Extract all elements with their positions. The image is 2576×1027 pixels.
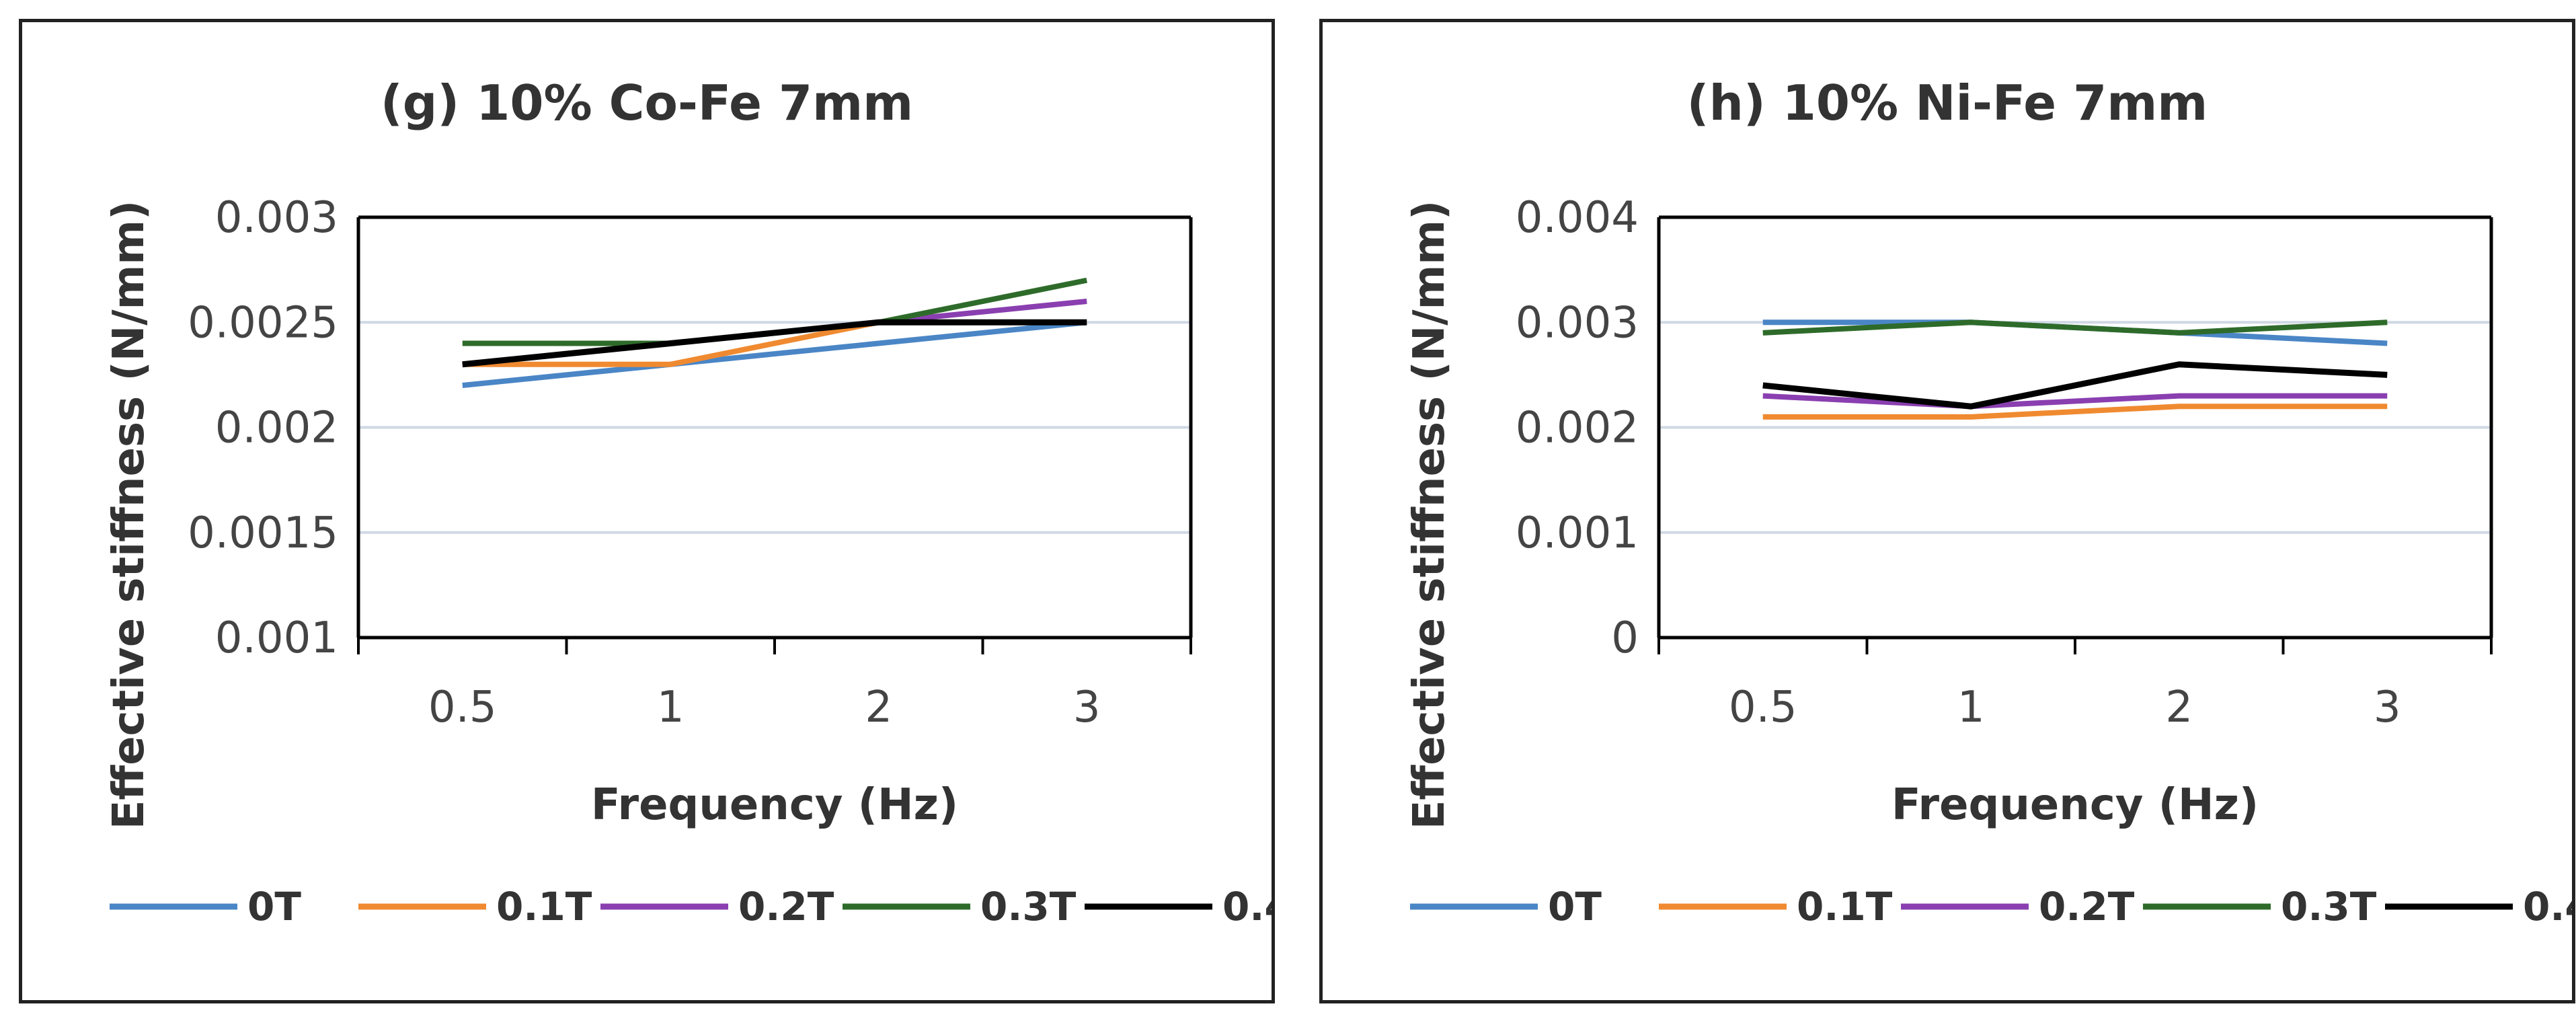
series-line-0T <box>462 319 1087 388</box>
y-tick-label: 0.003 <box>215 193 338 243</box>
chart-panel-h: (h) 10% Ni-Fe 7mm 0 0.001 0.002 0.003 0.004 0.… <box>1319 19 2575 1003</box>
x-tick-label: 3 <box>1073 683 1101 732</box>
series-line-0.2T <box>1762 393 2388 410</box>
series-line-0.1T <box>1762 404 2388 420</box>
legend-label-0.4T: 0.4T <box>2523 884 2572 929</box>
x-tick-label: 0.5 <box>1729 683 1797 732</box>
legend-label-0.2T: 0.2T <box>738 884 834 929</box>
chart-g-svg: (g) 10% Co-Fe 7mm 0.001 0.0015 0.002 0.0025 0… <box>104 75 1272 929</box>
x-tick-label: 1 <box>1957 683 1985 732</box>
y-tick-label: 0.004 <box>1516 193 1639 243</box>
y-tick-label: 0 <box>1611 613 1639 663</box>
chart-title: (g) 10% Co-Fe 7mm <box>381 75 913 131</box>
x-tick-label: 2 <box>865 683 892 732</box>
y-tick-label: 0.002 <box>215 404 338 453</box>
x-tick-label: 0.5 <box>428 683 497 732</box>
y-tick-label: 0.001 <box>1516 508 1639 558</box>
x-tick-label: 2 <box>2165 683 2193 732</box>
x-axis-label: Frequency (Hz) <box>1891 780 2259 830</box>
legend-label-0.2T: 0.2T <box>2039 884 2135 929</box>
legend-label-0.3T: 0.3T <box>2281 884 2377 929</box>
legend-label-0.4T: 0.4T <box>1222 884 1272 929</box>
y-tick-label: 0.002 <box>1516 404 1639 453</box>
y-tick-label: 0.0015 <box>188 508 338 558</box>
y-tick-label: 0.0025 <box>188 298 338 348</box>
x-tick-label: 1 <box>657 683 685 732</box>
y-tick-label: 0.003 <box>1516 298 1639 348</box>
y-axis-label: Effective stiffness (N/mm) <box>1405 200 1454 830</box>
legend-label-0.1T: 0.1T <box>496 884 592 929</box>
chart-h-svg: (h) 10% Ni-Fe 7mm 0 0.001 0.002 0.003 0.004 0.… <box>1405 75 2572 929</box>
x-axis-label: Frequency (Hz) <box>591 780 958 830</box>
series-line-0.4T <box>1762 361 2388 410</box>
legend-label-0.3T: 0.3T <box>980 884 1077 929</box>
legend-label-0T: 0T <box>1548 884 1602 929</box>
y-tick-label: 0.001 <box>215 613 338 663</box>
legend-label-0.1T: 0.1T <box>1797 884 1893 929</box>
legend-label-0T: 0T <box>247 884 301 929</box>
series-line-0.4T <box>462 319 1087 368</box>
series-line-0.3T <box>1762 319 2388 336</box>
chart-panel-g: (g) 10% Co-Fe 7mm 0.001 0.0015 0.002 0.0025 0… <box>19 19 1275 1003</box>
x-tick-label: 3 <box>2374 683 2401 732</box>
y-axis-label: Effective stiffness (N/mm) <box>104 200 154 830</box>
chart-title: (h) 10% Ni-Fe 7mm <box>1687 75 2208 131</box>
